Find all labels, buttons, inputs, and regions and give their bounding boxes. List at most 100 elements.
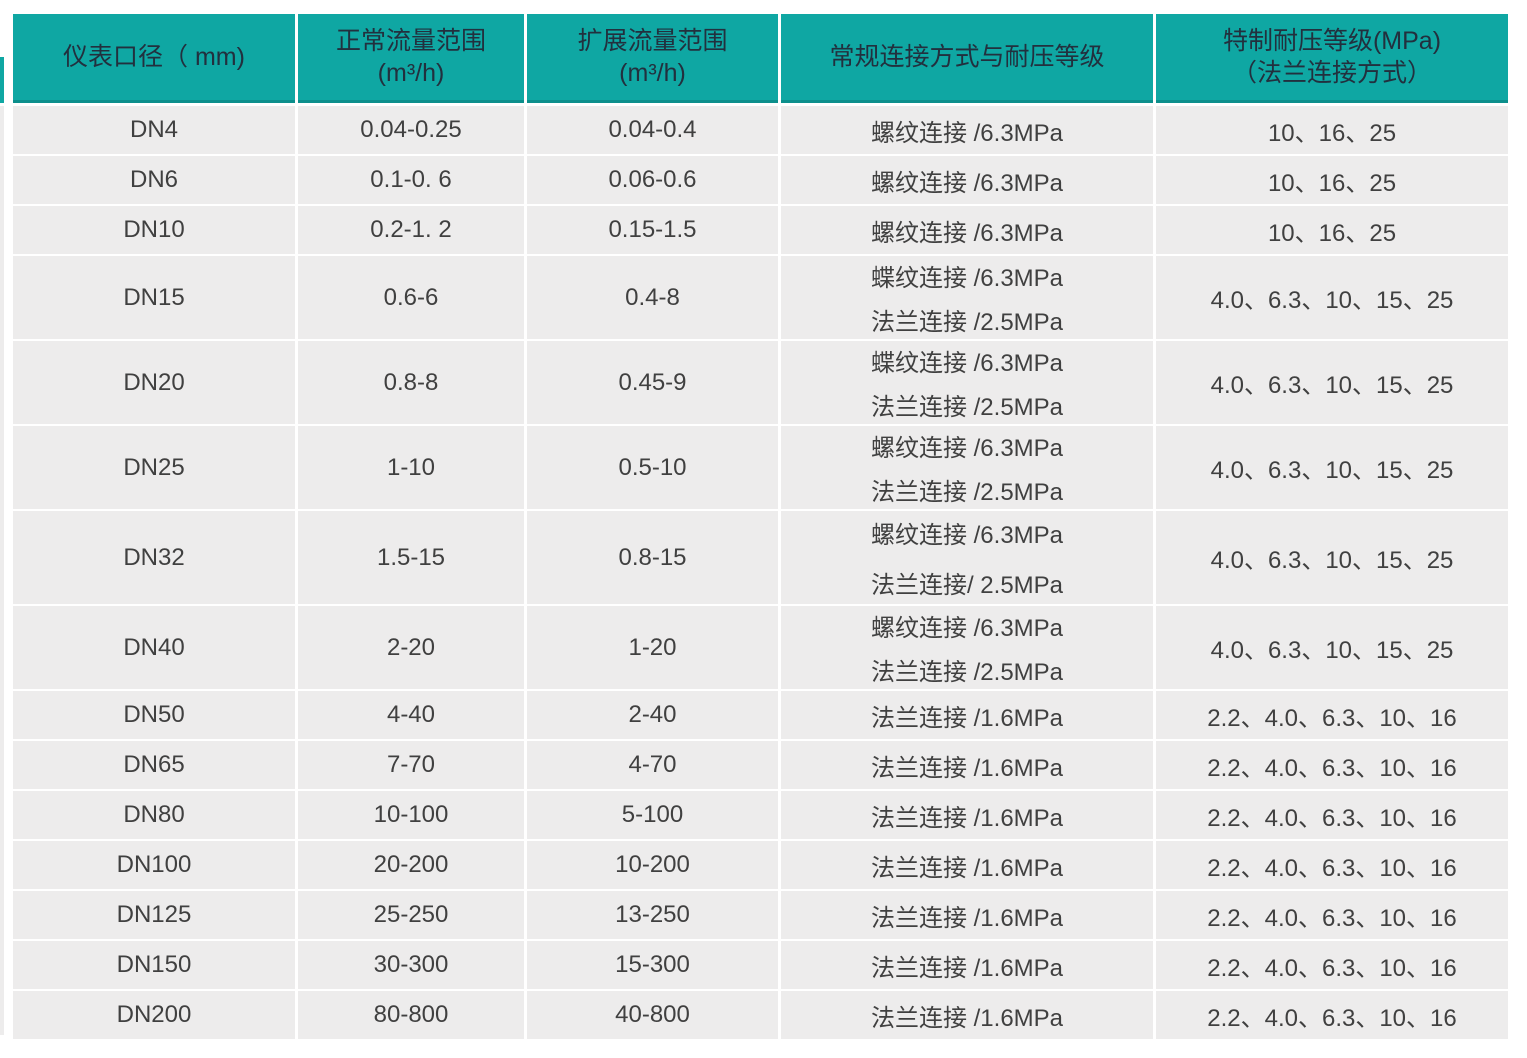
table-row: DN6 0.1-0. 6 0.06-0.6 螺纹连接 /6.3MPa 10、16…	[13, 156, 1508, 204]
cell-normal-range: 0.04-0.25	[298, 106, 524, 154]
table-row: DN20 0.8-8 0.45-9 蝶纹连接 /6.3MPa 法兰连接 /2.5M…	[13, 341, 1508, 424]
cell-extended-range: 0.8-15	[527, 511, 778, 604]
connection-line: 螺纹连接 /6.3MPa	[870, 219, 1064, 247]
cell-normal-range: 0.2-1. 2	[298, 206, 524, 254]
table-row: DN4 0.04-0.25 0.04-0.4 螺纹连接 /6.3MPa 10、1…	[13, 106, 1508, 154]
cell-normal-range: 7-70	[298, 741, 524, 789]
connection-line: 法兰连接 /1.6MPa	[870, 804, 1064, 832]
connection-line: 蝶纹连接 /6.3MPa	[870, 265, 1064, 292]
cell-extended-range: 0.06-0.6	[527, 156, 778, 204]
table-row: DN10 0.2-1. 2 0.15-1.5 螺纹连接 /6.3MPa 10、1…	[13, 206, 1508, 254]
cell-diameter: DN25	[13, 426, 295, 509]
table-header-row: 仪表口径（ mm) 正常流量范围 (m³/h) 扩展流量范围 (m³/h) 常规…	[13, 14, 1508, 103]
header-connection-label: 常规连接方式与耐压等级	[829, 43, 1105, 71]
connection-line: 法兰连接 /2.5MPa	[870, 394, 1064, 421]
cell-connection: 螺纹连接 /6.3MPa 法兰连接 /2.5MPa	[781, 606, 1153, 689]
cell-diameter: DN4	[13, 106, 295, 154]
cell-extended-range: 4-70	[527, 741, 778, 789]
cell-extended-range: 1-20	[527, 606, 778, 689]
cell-special-rating: 2.2、4.0、6.3、10、16	[1156, 691, 1508, 739]
cell-special-rating: 2.2、4.0、6.3、10、16	[1156, 891, 1508, 939]
cell-normal-range: 1.5-15	[298, 511, 524, 604]
cell-diameter: DN50	[13, 691, 295, 739]
header-normal-range-line2: (m³/h)	[377, 59, 445, 87]
left-edge-sliver-header	[0, 57, 4, 103]
cell-normal-range: 30-300	[298, 941, 524, 989]
cell-special-rating: 4.0、6.3、10、15、25	[1156, 511, 1508, 604]
cell-connection: 蝶纹连接 /6.3MPa 法兰连接 /2.5MPa	[781, 341, 1153, 424]
header-normal-range: 正常流量范围 (m³/h)	[298, 14, 524, 103]
cell-normal-range: 80-800	[298, 991, 524, 1039]
cell-special-rating: 4.0、6.3、10、15、25	[1156, 341, 1508, 424]
cell-connection: 螺纹连接 /6.3MPa 法兰连接/ 2.5MPa	[781, 511, 1153, 604]
cell-normal-range: 25-250	[298, 891, 524, 939]
table-row: DN15 0.6-6 0.4-8 蝶纹连接 /6.3MPa 法兰连接 /2.5MP…	[13, 256, 1508, 339]
cell-extended-range: 15-300	[527, 941, 778, 989]
cell-normal-range: 0.6-6	[298, 256, 524, 339]
table-row: DN125 25-250 13-250 法兰连接 /1.6MPa 2.2、4.0…	[13, 891, 1508, 939]
cell-connection: 法兰连接 /1.6MPa	[781, 941, 1153, 989]
cell-normal-range: 20-200	[298, 841, 524, 889]
cell-connection: 法兰连接 /1.6MPa	[781, 791, 1153, 839]
table-row: DN32 1.5-15 0.8-15 螺纹连接 /6.3MPa 法兰连接/ 2.5…	[13, 511, 1508, 604]
cell-extended-range: 0.45-9	[527, 341, 778, 424]
cell-diameter: DN80	[13, 791, 295, 839]
cell-extended-range: 0.04-0.4	[527, 106, 778, 154]
table-body: DN4 0.04-0.25 0.04-0.4 螺纹连接 /6.3MPa 10、1…	[13, 106, 1508, 1039]
connection-line: 法兰连接 /1.6MPa	[870, 1004, 1064, 1032]
cell-special-rating: 2.2、4.0、6.3、10、16	[1156, 791, 1508, 839]
connection-line: 螺纹连接 /6.3MPa	[870, 615, 1064, 642]
cell-diameter: DN200	[13, 991, 295, 1039]
cell-diameter: DN40	[13, 606, 295, 689]
cell-connection: 法兰连接 /1.6MPa	[781, 691, 1153, 739]
cell-diameter: DN20	[13, 341, 295, 424]
table-row: DN200 80-800 40-800 法兰连接 /1.6MPa 2.2、4.0…	[13, 991, 1508, 1039]
cell-normal-range: 10-100	[298, 791, 524, 839]
cell-diameter: DN65	[13, 741, 295, 789]
cell-diameter: DN150	[13, 941, 295, 989]
cell-special-rating: 4.0、6.3、10、15、25	[1156, 606, 1508, 689]
cell-diameter: DN15	[13, 256, 295, 339]
header-normal-range-line1: 正常流量范围	[335, 27, 486, 55]
connection-line: 螺纹连接 /6.3MPa	[870, 522, 1064, 549]
cell-special-rating: 2.2、4.0、6.3、10、16	[1156, 941, 1508, 989]
connection-line: 螺纹连接 /6.3MPa	[870, 169, 1064, 197]
connection-line: 法兰连接 /2.5MPa	[870, 479, 1064, 506]
connection-line: 法兰连接/ 2.5MPa	[870, 572, 1064, 599]
table-row: DN80 10-100 5-100 法兰连接 /1.6MPa 2.2、4.0、6…	[13, 791, 1508, 839]
table-row: DN65 7-70 4-70 法兰连接 /1.6MPa 2.2、4.0、6.3、…	[13, 741, 1508, 789]
cell-special-rating: 4.0、6.3、10、15、25	[1156, 256, 1508, 339]
cell-connection: 螺纹连接 /6.3MPa 法兰连接 /2.5MPa	[781, 426, 1153, 509]
cell-connection: 法兰连接 /1.6MPa	[781, 741, 1153, 789]
cell-connection: 法兰连接 /1.6MPa	[781, 991, 1153, 1039]
connection-line: 蝶纹连接 /6.3MPa	[870, 350, 1064, 377]
header-extended-range-line1: 扩展流量范围	[577, 27, 728, 55]
cell-diameter: DN125	[13, 891, 295, 939]
cell-special-rating: 2.2、4.0、6.3、10、16	[1156, 841, 1508, 889]
cell-diameter: DN100	[13, 841, 295, 889]
cell-extended-range: 0.4-8	[527, 256, 778, 339]
header-extended-range-line2: (m³/h)	[619, 59, 686, 87]
cell-connection: 法兰连接 /1.6MPa	[781, 841, 1153, 889]
flowmeter-spec-table: 仪表口径（ mm) 正常流量范围 (m³/h) 扩展流量范围 (m³/h) 常规…	[13, 14, 1508, 1041]
cell-connection: 螺纹连接 /6.3MPa	[781, 106, 1153, 154]
cell-normal-range: 4-40	[298, 691, 524, 739]
cell-extended-range: 0.15-1.5	[527, 206, 778, 254]
header-connection: 常规连接方式与耐压等级	[781, 14, 1153, 103]
connection-line: 法兰连接 /1.6MPa	[870, 704, 1064, 732]
connection-line: 法兰连接 /1.6MPa	[870, 904, 1064, 932]
cell-special-rating: 4.0、6.3、10、15、25	[1156, 426, 1508, 509]
header-special-rating-line1: 特制耐压等级(MPa)	[1222, 27, 1442, 55]
connection-line: 螺纹连接 /6.3MPa	[870, 435, 1064, 462]
cell-diameter: DN6	[13, 156, 295, 204]
table-row: DN25 1-10 0.5-10 螺纹连接 /6.3MPa 法兰连接 /2.5MP…	[13, 426, 1508, 509]
header-special-rating-line2: （法兰连接方式）	[1231, 59, 1432, 87]
cell-connection: 法兰连接 /1.6MPa	[781, 891, 1153, 939]
cell-extended-range: 10-200	[527, 841, 778, 889]
cell-extended-range: 5-100	[527, 791, 778, 839]
cell-connection: 螺纹连接 /6.3MPa	[781, 206, 1153, 254]
header-diameter: 仪表口径（ mm)	[13, 14, 295, 103]
header-diameter-label: 仪表口径（ mm)	[63, 43, 245, 71]
cell-special-rating: 2.2、4.0、6.3、10、16	[1156, 741, 1508, 789]
cell-extended-range: 40-800	[527, 991, 778, 1039]
